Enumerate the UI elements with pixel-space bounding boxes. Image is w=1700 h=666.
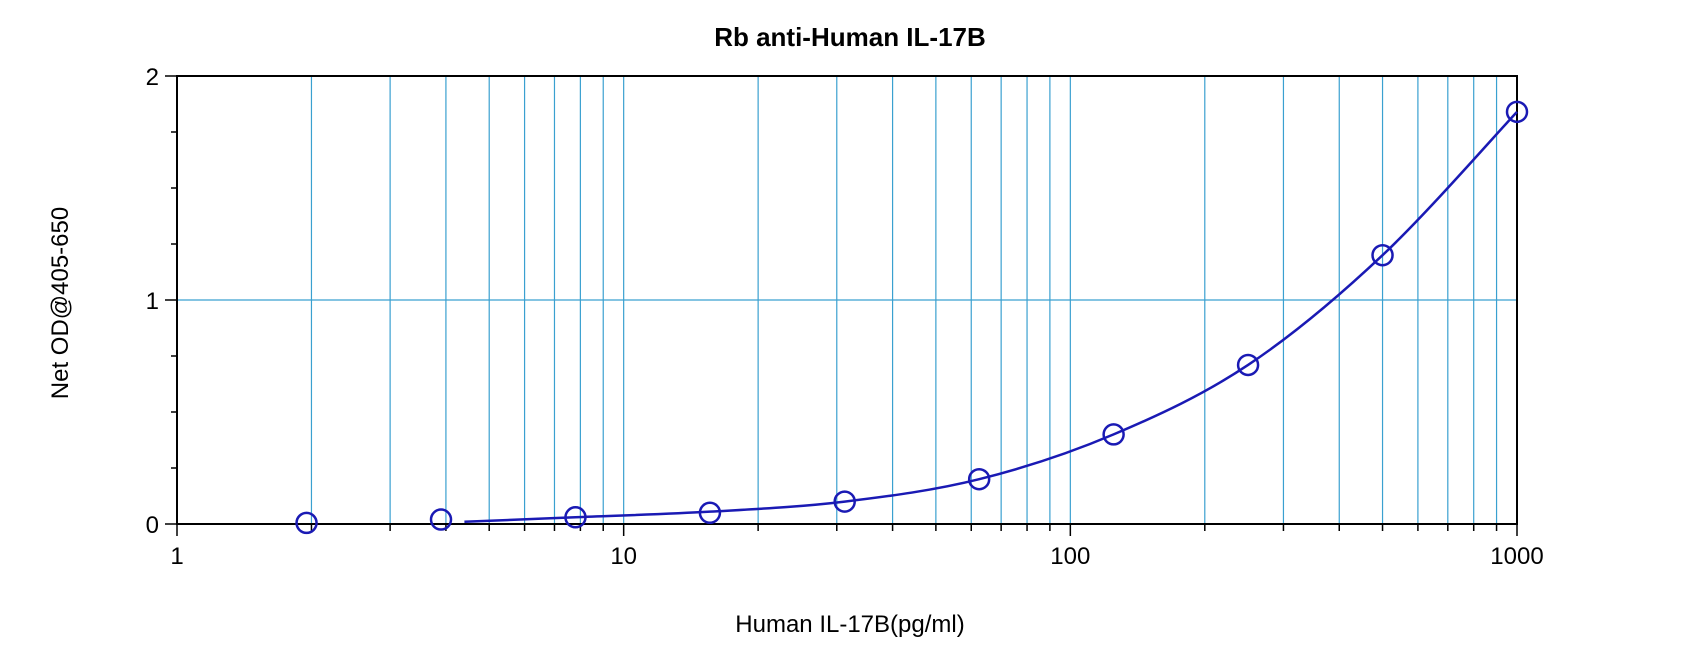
data-point [429, 508, 453, 531]
x-axis-ticks: 1 10 100 1000 [170, 524, 1544, 570]
x-tick-label: 1000 [1490, 543, 1543, 570]
data-point [1236, 353, 1260, 377]
data-point [295, 511, 318, 535]
data-point [564, 506, 587, 529]
x-tick-label: 100 [1050, 543, 1090, 570]
x-tick-label: 1 [170, 543, 183, 570]
y-axis-ticks: 0 1 2 [146, 64, 177, 539]
y-tick-label: 1 [146, 288, 159, 315]
data-point [1505, 100, 1529, 124]
chart-title: Rb anti-Human IL-17B [714, 22, 986, 52]
x-axis-label: Human IL-17B(pg/ml) [735, 611, 964, 638]
grid [177, 76, 1517, 524]
data-point [1371, 243, 1394, 267]
data-point [1102, 423, 1125, 446]
data-point [833, 490, 856, 513]
fit-curve [464, 110, 1518, 524]
data-point [698, 501, 722, 525]
y-axis-label: Net OD@405-650 [47, 207, 74, 399]
x-tick-label: 10 [610, 543, 637, 570]
data-point [967, 467, 991, 491]
data-points [295, 100, 1529, 535]
y-tick-label: 2 [146, 64, 159, 91]
y-tick-label: 0 [146, 512, 159, 539]
